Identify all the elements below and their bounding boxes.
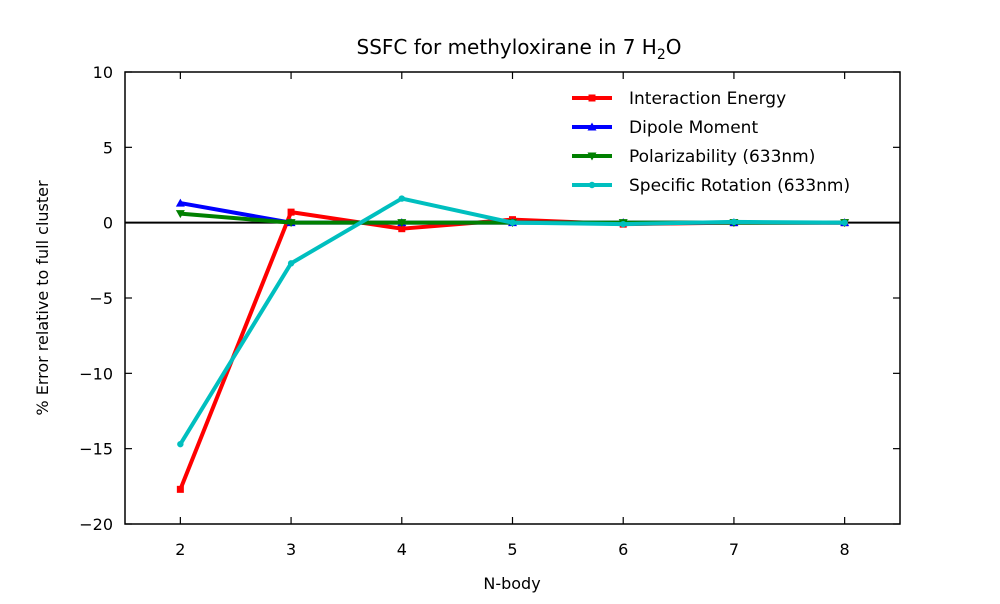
data-point-series-3 bbox=[397, 219, 407, 228]
x-tick-label: 2 bbox=[175, 540, 185, 559]
x-tick-label: 6 bbox=[618, 540, 628, 559]
data-point-series-4 bbox=[509, 219, 516, 226]
data-point-series-4 bbox=[398, 195, 405, 202]
plot-area: 2 3 4 5 6 7 8 −20 −15 −10 −5 0 5 10 bbox=[79, 63, 901, 559]
legend-marker-2 bbox=[587, 122, 597, 131]
x-tick-label: 5 bbox=[507, 540, 517, 559]
y-tick-label: 10 bbox=[93, 63, 113, 82]
axes-frame bbox=[124, 71, 901, 525]
y-axis-label: % Error relative to full cluster bbox=[33, 180, 52, 416]
data-point-series-4 bbox=[287, 260, 295, 267]
data-point-series-1 bbox=[398, 225, 406, 233]
data-point-series-2 bbox=[175, 198, 185, 207]
legend-label-2: Dipole Moment bbox=[629, 118, 758, 138]
legend-marker-1 bbox=[588, 94, 596, 102]
data-point-series-4 bbox=[620, 220, 627, 228]
y-tick-label: 5 bbox=[103, 138, 113, 157]
y-tick-label: −15 bbox=[79, 440, 113, 459]
data-point-series-1 bbox=[287, 208, 295, 216]
data-point-series-3 bbox=[175, 210, 185, 219]
x-tick-label: 8 bbox=[840, 540, 850, 559]
x-tick-label: 7 bbox=[729, 540, 739, 559]
y-tick-label: −5 bbox=[89, 289, 113, 308]
data-point-series-3 bbox=[286, 219, 296, 228]
y-tick-label: −20 bbox=[79, 515, 113, 534]
x-tick-label: 3 bbox=[286, 540, 296, 559]
legend: Interaction Energy Dipole Moment Polarizab… bbox=[572, 89, 850, 196]
y-tick-label: 0 bbox=[103, 214, 113, 233]
data-point-series-4 bbox=[730, 218, 738, 226]
y-tick-label: −10 bbox=[79, 364, 113, 383]
legend-marker-3 bbox=[587, 152, 597, 161]
legend-label-1: Interaction Energy bbox=[629, 89, 786, 109]
legend-marker-4 bbox=[588, 181, 596, 189]
chart-title-end: O bbox=[666, 35, 682, 59]
legend-label-4: Specific Rotation (633nm) bbox=[629, 176, 850, 196]
data-point-series-4 bbox=[177, 440, 184, 448]
x-tick-label: 4 bbox=[397, 540, 407, 559]
data-point-series-4 bbox=[841, 219, 848, 226]
data-point-series-1 bbox=[176, 485, 184, 493]
legend-label-3: Polarizability (633nm) bbox=[629, 147, 815, 167]
chart-title-main: SSFC for methyloxirane in 7 H bbox=[357, 35, 657, 59]
chart-title: SSFC for methyloxirane in 7 H2O bbox=[357, 35, 682, 63]
x-axis-label: N-body bbox=[483, 574, 540, 593]
chart-title-subscript: 2 bbox=[657, 47, 666, 63]
series-line-1 bbox=[178, 210, 845, 491]
